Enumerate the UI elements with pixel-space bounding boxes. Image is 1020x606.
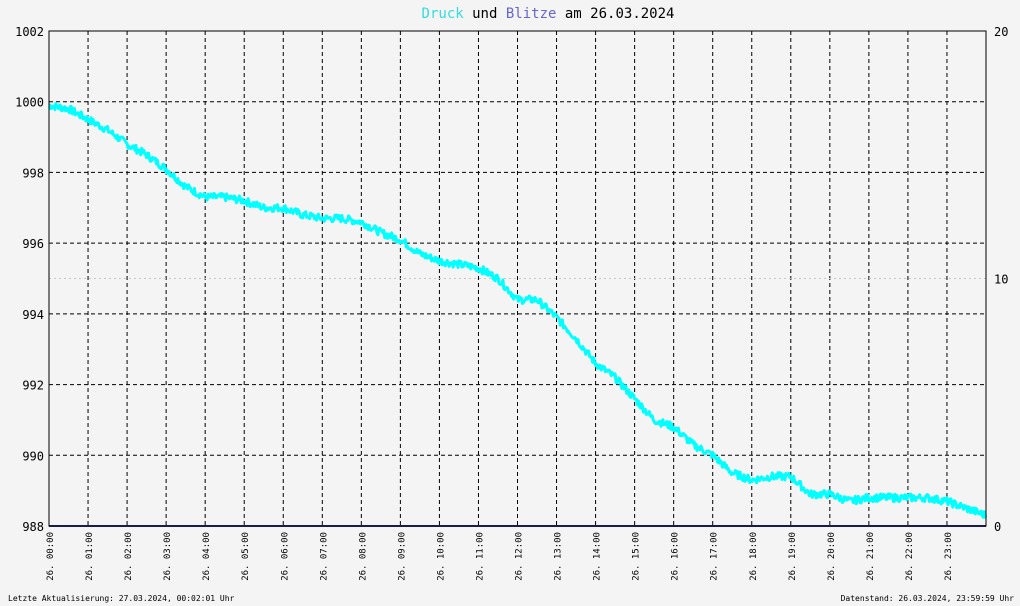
x-tick-label: 26. 21:00 [866, 532, 876, 581]
x-axis-ticks: 26. 00:00 26. 01:00 26. 02:00 26. 03:00 26. … [46, 532, 954, 581]
x-tick-label: 26. 12:00 [515, 532, 525, 581]
horizontal-gridlines [49, 101, 986, 456]
x-tick-label: 26. 09:00 [397, 532, 407, 581]
plot-border [48, 30, 987, 527]
x-tick-label: 26. 23:00 [944, 532, 954, 581]
x-tick-label: 26. 00:00 [46, 532, 56, 581]
left-tick-label: 994 [22, 308, 44, 322]
left-tick-label: 988 [22, 520, 44, 534]
left-tick-label: 992 [22, 379, 44, 393]
x-tick-label: 26. 05:00 [241, 532, 251, 581]
chart-title: Druck und Blitze am 26.03.2024 [422, 6, 675, 22]
x-tick-label: 26. 06:00 [280, 532, 290, 581]
druck-series-line [48, 102, 988, 519]
x-tick-label: 26. 11:00 [475, 532, 485, 581]
data-status-label: Datenstand: 26.03.2024, 23:59:59 Uhr [840, 594, 1014, 603]
x-tick-label: 26. 02:00 [124, 532, 134, 581]
x-tick-label: 26. 22:00 [905, 532, 915, 581]
left-tick-label: 998 [22, 166, 44, 180]
x-tick-label: 26. 14:00 [593, 532, 603, 581]
right-tick-label: 0 [994, 520, 1001, 534]
x-tick-label: 26. 17:00 [710, 532, 720, 581]
x-tick-label: 26. 10:00 [436, 532, 446, 581]
title-series2: Blitze [506, 6, 557, 22]
title-date: 26.03.2024 [590, 6, 674, 22]
x-tick-label: 26. 08:00 [358, 532, 368, 581]
right-tick-label: 10 [994, 273, 1008, 287]
right-tick-label: 20 [994, 25, 1008, 39]
title-date-prefix: am [565, 6, 582, 22]
x-tick-label: 26. 19:00 [788, 532, 798, 581]
left-tick-label: 1002 [15, 25, 44, 39]
left-axis-ticks: 988 990 992 994 996 998 1000 1002 [15, 25, 44, 534]
x-tick-label: 26. 13:00 [554, 532, 564, 581]
left-tick-label: 1000 [15, 96, 44, 110]
x-tick-label: 26. 03:00 [163, 532, 173, 581]
x-tick-label: 26. 01:00 [85, 532, 95, 581]
x-tick-label: 26. 07:00 [319, 532, 329, 581]
title-series1: Druck [422, 6, 465, 22]
x-tick-label: 26. 18:00 [749, 532, 759, 581]
title-connector: und [472, 6, 497, 22]
x-tick-label: 26. 20:00 [827, 532, 837, 581]
x-tick-label: 26. 16:00 [671, 532, 681, 581]
x-tick-label: 26. 15:00 [632, 532, 642, 581]
left-tick-label: 996 [22, 237, 44, 251]
left-tick-label: 990 [22, 449, 44, 463]
last-update-label: Letzte Aktualisierung: 27.03.2024, 00:02… [8, 594, 235, 603]
x-tick-label: 26. 04:00 [202, 532, 212, 581]
right-axis-ticks: 0 10 20 [994, 25, 1008, 534]
